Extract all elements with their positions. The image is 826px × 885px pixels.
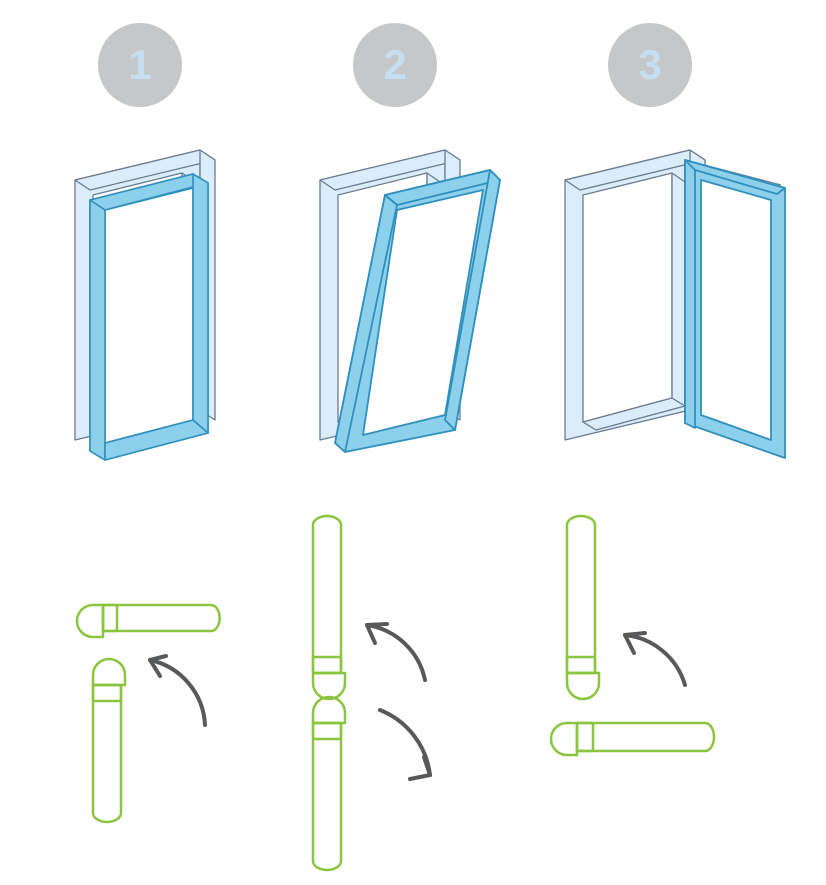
step-badge-2: 2: [353, 23, 437, 107]
window-turn: [535, 140, 805, 480]
step-number: 1: [128, 41, 151, 89]
step-badge-1: 1: [98, 23, 182, 107]
step-number: 3: [638, 41, 661, 89]
handle-step-1: [55, 555, 265, 855]
window-tilt: [290, 140, 530, 480]
window-closed: [45, 140, 265, 480]
handle-step-2: [295, 495, 515, 875]
step-number: 2: [383, 41, 406, 89]
step-badge-3: 3: [608, 23, 692, 107]
handle-step-3: [545, 495, 775, 815]
